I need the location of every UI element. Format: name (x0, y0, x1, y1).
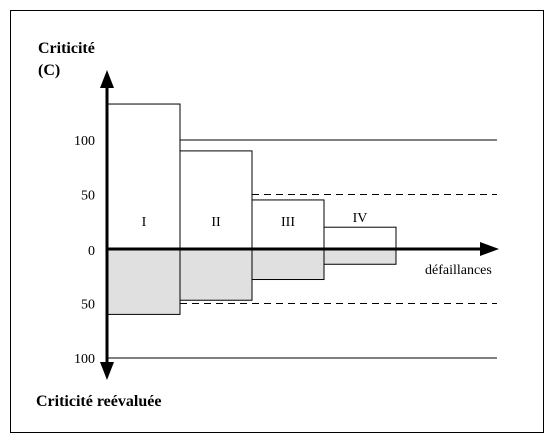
y-tick-labels: 100 50 0 50 100 (74, 134, 95, 367)
x-axis-label: défaillances (425, 263, 492, 278)
bar-criticite-I (107, 103, 181, 250)
y-tick-label-4: 100 (74, 352, 95, 367)
axes (100, 70, 499, 380)
x-axis-arrow (480, 242, 499, 256)
y-title-unit: (C) (38, 62, 60, 79)
category-labels: I II III IV (142, 211, 368, 230)
y-axis-up-arrow (100, 70, 114, 88)
y-title-bottom: Criticité reévaluée (36, 393, 161, 410)
y-title-top: Criticité (38, 40, 95, 57)
category-label-II: II (211, 215, 221, 230)
category-label-IV: IV (353, 211, 368, 226)
bar-criticite-reevaluee-IV (323, 248, 397, 265)
y-axis-down-arrow (100, 362, 114, 380)
bars (107, 103, 397, 315)
y-tick-label-3: 50 (81, 298, 95, 313)
y-tick-label-1: 50 (81, 189, 95, 204)
y-tick-label-0: 100 (74, 134, 95, 149)
bar-criticite-IV (323, 226, 397, 250)
bar-criticite-reevaluee-III (251, 248, 325, 281)
category-label-III: III (281, 215, 295, 230)
y-tick-label-2: 0 (88, 244, 95, 259)
chart-frame (10, 10, 544, 433)
bar-criticite-reevaluee-I (107, 248, 181, 315)
bar-criticite-II (179, 150, 253, 250)
category-label-I: I (142, 215, 147, 230)
bar-criticite-reevaluee-II (179, 248, 253, 301)
